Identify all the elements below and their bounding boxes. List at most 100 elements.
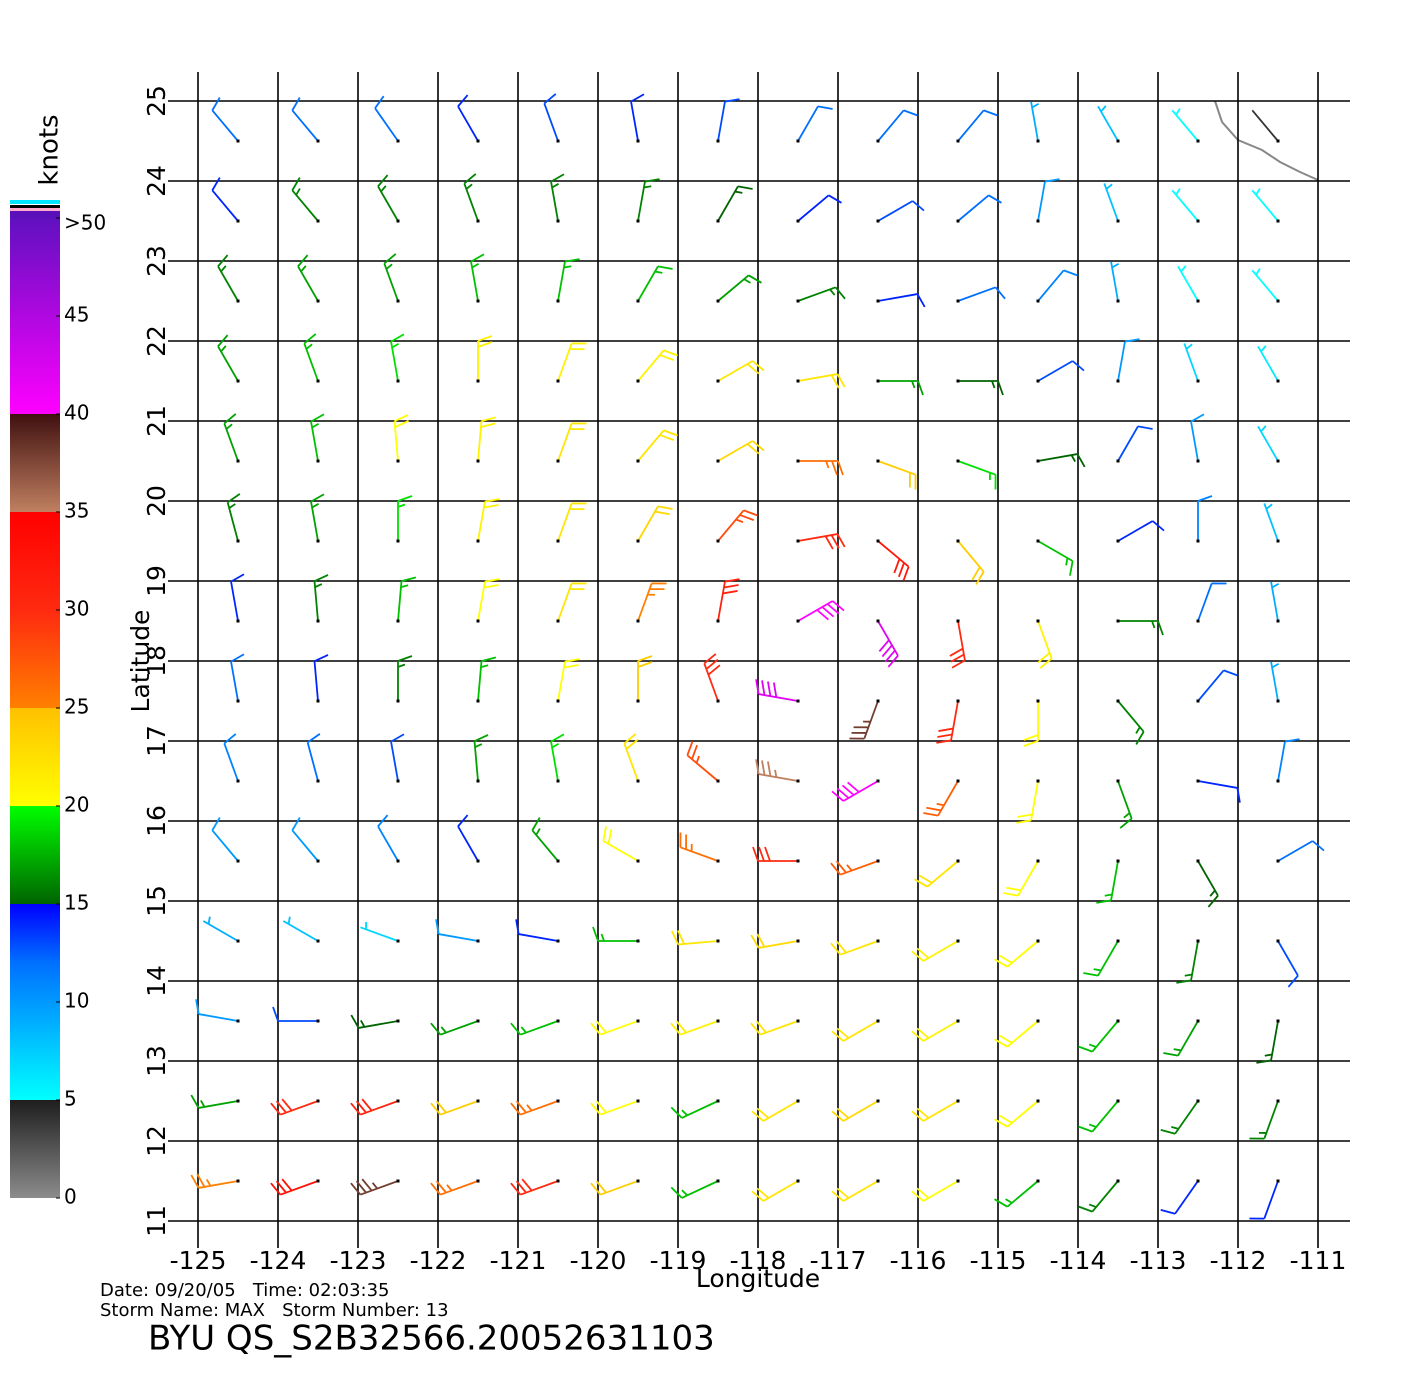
wind-barb bbox=[531, 817, 559, 862]
station-dot bbox=[396, 299, 400, 303]
x-tick-label: -111 bbox=[1290, 1246, 1347, 1275]
station-dot bbox=[636, 139, 640, 143]
station-dot bbox=[876, 219, 880, 223]
wind-barb bbox=[393, 414, 409, 462]
station-dot bbox=[1116, 859, 1120, 863]
y-tick-label: 13 bbox=[142, 1045, 171, 1077]
wind-barb bbox=[877, 460, 917, 490]
station-dot bbox=[396, 619, 400, 623]
station-dot bbox=[476, 859, 480, 863]
station-dot bbox=[796, 1179, 800, 1183]
station-dot bbox=[316, 619, 320, 623]
station-dot bbox=[1116, 379, 1120, 383]
station-dot bbox=[236, 779, 240, 783]
wind-barb bbox=[637, 178, 660, 222]
wind-barb bbox=[1277, 738, 1300, 782]
station-dot bbox=[476, 219, 480, 223]
wind-barb bbox=[1160, 1100, 1199, 1135]
wind-barb bbox=[272, 1006, 318, 1022]
station-dot bbox=[956, 779, 960, 783]
wind-barb bbox=[1183, 343, 1199, 382]
station-dot bbox=[876, 619, 880, 623]
wind-barb bbox=[914, 860, 959, 888]
station-dot bbox=[956, 299, 960, 303]
station-dot bbox=[1036, 379, 1040, 383]
wind-barb bbox=[1171, 108, 1199, 142]
wind-barb bbox=[1197, 669, 1238, 702]
wind-barb bbox=[1023, 701, 1039, 747]
wind-barb bbox=[623, 733, 639, 782]
station-dot bbox=[1276, 699, 1280, 703]
wind-barb bbox=[557, 342, 587, 382]
station-dot bbox=[636, 1179, 640, 1183]
station-dot bbox=[1196, 459, 1200, 463]
wind-barb bbox=[1117, 338, 1140, 382]
x-tick-label: -114 bbox=[1050, 1246, 1107, 1275]
wind-barb bbox=[637, 349, 678, 382]
wind-barb bbox=[877, 540, 910, 581]
station-dot bbox=[1116, 1019, 1120, 1023]
station-dot bbox=[1276, 539, 1280, 543]
y-axis-label: Latitude bbox=[126, 610, 155, 713]
wind-barb bbox=[958, 380, 1004, 396]
wind-barb bbox=[397, 495, 413, 541]
station-dot bbox=[636, 379, 640, 383]
wind-barb bbox=[397, 576, 417, 622]
station-dot bbox=[1196, 1099, 1200, 1103]
station-dot bbox=[1116, 299, 1120, 303]
wind-barb bbox=[1163, 1020, 1199, 1057]
station-dot bbox=[556, 939, 560, 943]
wind-barb bbox=[510, 1020, 559, 1036]
station-dot bbox=[876, 699, 880, 703]
wind-barb bbox=[223, 413, 239, 462]
y-tick-label: 24 bbox=[142, 165, 171, 197]
station-dot bbox=[1116, 1179, 1120, 1183]
date-line: Date: 09/20/05 Time: 02:03:35 bbox=[100, 1280, 390, 1301]
station-dot bbox=[1196, 779, 1200, 783]
station-dot bbox=[1276, 619, 1280, 623]
station-dot bbox=[796, 459, 800, 463]
wind-barb bbox=[911, 1020, 959, 1042]
x-tick-label: -113 bbox=[1130, 1246, 1187, 1275]
wind-barb bbox=[637, 582, 667, 622]
station-dot bbox=[1196, 619, 1200, 623]
wind-barb bbox=[877, 200, 925, 222]
station-dot bbox=[476, 619, 480, 623]
colorbar-tick-label: 30 bbox=[64, 597, 89, 621]
wind-barb bbox=[686, 741, 719, 782]
wind-barb bbox=[1118, 620, 1164, 636]
station-dot bbox=[956, 1019, 960, 1023]
y-tick-label: 23 bbox=[142, 245, 171, 277]
station-dot bbox=[556, 139, 560, 143]
station-dot bbox=[236, 859, 240, 863]
wind-barb bbox=[831, 1020, 879, 1042]
wind-barb bbox=[195, 999, 239, 1022]
wind-barb bbox=[1270, 661, 1280, 702]
wind-barb bbox=[515, 919, 559, 942]
station-dot bbox=[476, 1019, 480, 1023]
wind-barb bbox=[592, 926, 638, 942]
station-dot bbox=[236, 459, 240, 463]
wind-barb bbox=[849, 700, 879, 740]
colorbar-cap bbox=[10, 200, 60, 204]
wind-barb bbox=[270, 1178, 319, 1196]
station-dot bbox=[796, 379, 800, 383]
station-dot bbox=[876, 1179, 880, 1183]
wind-barb bbox=[211, 97, 239, 142]
station-dot bbox=[236, 699, 240, 703]
wind-barb bbox=[637, 655, 653, 701]
wind-barb bbox=[217, 254, 239, 302]
wind-barb bbox=[831, 1100, 879, 1122]
wind-barb bbox=[751, 1180, 799, 1202]
colorbar-label: knots bbox=[35, 114, 65, 185]
station-dot bbox=[1036, 1179, 1040, 1183]
wind-barb bbox=[230, 573, 245, 622]
station-dot bbox=[1036, 699, 1040, 703]
wind-barb bbox=[717, 274, 762, 302]
wind-barb bbox=[473, 734, 489, 782]
wind-barb bbox=[590, 1100, 639, 1116]
station-dot bbox=[876, 459, 880, 463]
wind-barb bbox=[291, 177, 319, 222]
wind-barb bbox=[1256, 1020, 1279, 1064]
station-dot bbox=[716, 219, 720, 223]
